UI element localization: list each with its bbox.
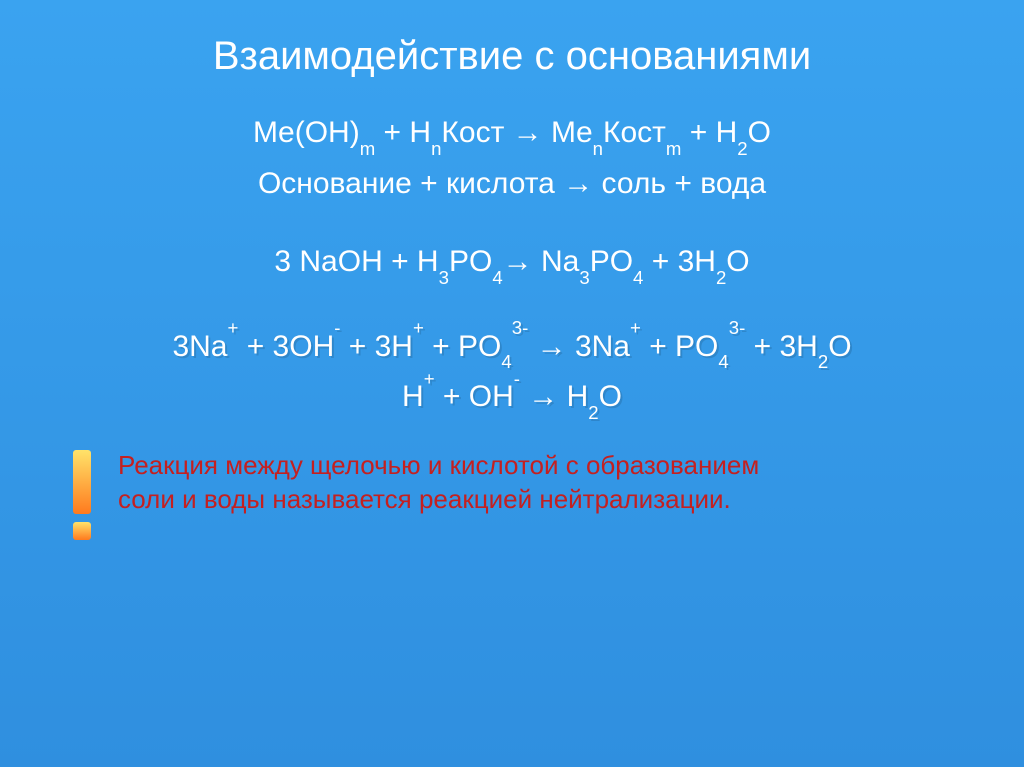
line-generic-ionic: Me(OH)m + HnКост → MenКостm + H2O (60, 113, 964, 154)
line-full-ionic-eq: 3Na+ + 3OH- + 3H+ + PO43- → 3Na+ + PO43-… (60, 327, 964, 368)
footer-text: Реакция между щелочью и кислотой с образ… (118, 448, 759, 517)
exclamation-icon (64, 450, 100, 540)
footer: Реакция между щелочью и кислотой с образ… (60, 448, 964, 540)
footer-line-1: Реакция между щелочью и кислотой с образ… (118, 450, 759, 480)
line-molecular-eq: 3 NaOH + H3PO4→ Na3PO4 + 3H2O (60, 242, 964, 283)
slide: Взаимодействие с основаниями Me(OH)m + H… (0, 0, 1024, 767)
slide-title: Взаимодействие с основаниями (60, 34, 964, 79)
line-net-ionic-eq: H+ + OH- → H2O (60, 377, 964, 418)
line-generic-words: Основание + кислота → соль + вода (60, 164, 964, 205)
footer-line-2: соли и воды называется реакцией нейтрали… (118, 484, 731, 514)
